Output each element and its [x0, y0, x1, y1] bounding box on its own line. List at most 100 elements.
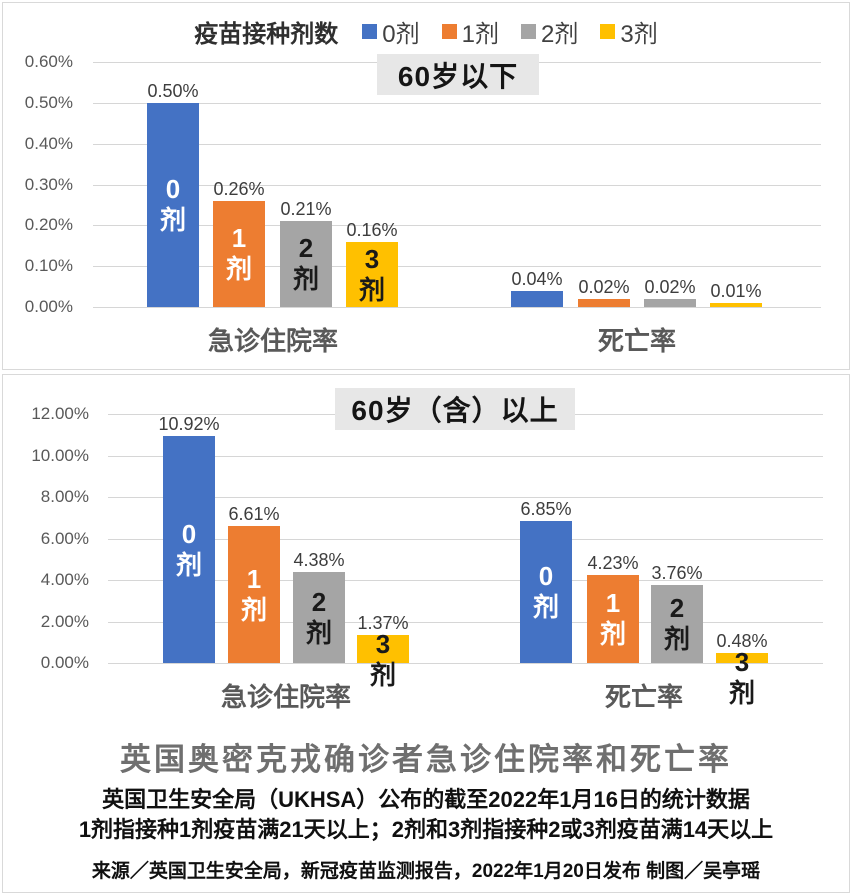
main-title: 英国奥密克戎确诊者急诊住院率和死亡率 [120, 742, 732, 777]
gridline [108, 497, 823, 498]
subtitle-line-1: 英国卫生安全局（UKHSA）公布的截至2022年1月16日的统计数据 [102, 787, 750, 812]
gridline [93, 307, 821, 308]
bar-dose1-death [587, 575, 639, 663]
bar-value-label: 10.92% [158, 414, 220, 434]
y-axis-tick: 0.20% [24, 215, 73, 234]
legend-title: 疫苗接种剂数 [194, 21, 339, 48]
bar-dose-label: 2 剂 [663, 593, 690, 654]
y-axis-tick: 0.30% [24, 175, 73, 194]
y-axis-tick: 2.00% [40, 612, 89, 631]
gridline [108, 622, 823, 623]
y-axis-tick: 6.00% [40, 529, 89, 548]
bar-dose0-death [511, 291, 563, 307]
bar-value-label: 6.61% [228, 504, 280, 524]
category-label: 死亡率 [597, 326, 676, 356]
y-axis-tick: 0.10% [24, 256, 73, 275]
caption-block: 英国奥密克戎确诊者急诊住院率和死亡率 英国卫生安全局（UKHSA）公布的截至20… [3, 739, 849, 885]
legend-item-0剂: 0剂 [362, 14, 420, 49]
bar-dose2-hospitalization [293, 572, 345, 663]
bar-value-label: 0.16% [346, 220, 398, 240]
bar-dose-label: 2 剂 [292, 233, 319, 294]
legend-swatch-icon [600, 24, 616, 39]
bar-value-label: 0.26% [213, 179, 265, 199]
y-axis-tick: 4.00% [40, 570, 89, 589]
bar-dose2-hospitalization [280, 221, 332, 307]
bar-dose-label: 3 剂 [358, 244, 385, 305]
bar-dose3-death [716, 653, 768, 663]
y-axis-tick: 12.00% [31, 404, 89, 423]
chart-panel-under-60: 0.60% 0.50% 0.40% 0.30% 0.20% 0.10% 0.00% 0.50%… [2, 2, 850, 370]
gridline [108, 663, 823, 664]
bar-dose-label: 0 剂 [175, 519, 202, 580]
bar-value-label: 3.76% [651, 563, 703, 583]
bar-dose-label: 3 剂 [728, 647, 755, 708]
legend-swatch-icon [521, 24, 536, 39]
bar-dose-label: 1 剂 [225, 223, 252, 284]
bar-dose2-death [651, 585, 703, 663]
bar-dose3-death [710, 303, 762, 307]
bar-dose0-hospitalization [163, 436, 215, 663]
legend-swatch-icon [362, 24, 378, 39]
legend-item-2剂: 2剂 [521, 14, 578, 49]
legend-item-1剂: 1剂 [441, 14, 499, 49]
category-label: 死亡率 [604, 682, 683, 712]
legend-items: 0剂 1剂 2剂 3剂 [362, 14, 658, 49]
legend-swatch-icon [441, 24, 457, 39]
bar-dose0-death [520, 521, 572, 663]
bar-dose-label: 1 剂 [240, 564, 267, 625]
gridline [93, 266, 821, 267]
y-axis-tick: 10.00% [31, 446, 89, 465]
category-label: 急诊住院率 [207, 326, 338, 356]
y-axis-tick: 0.00% [24, 297, 73, 316]
legend-item-label: 0剂 [382, 21, 420, 48]
category-label: 急诊住院率 [220, 682, 351, 712]
source-line: 来源／英国卫生安全局，新冠疫苗监测报告，2022年1月20日发布 制图／吴亭瑶 [91, 861, 761, 882]
bar-dose1-hospitalization [213, 201, 265, 307]
plot-area-over-60: 12.00% 10.00% 8.00% 6.00% 4.00% 2.00% 0.00% 10.… [3, 375, 849, 892]
bar-dose0-hospitalization [147, 103, 199, 307]
gridline [108, 539, 823, 540]
bar-value-label: 0.04% [511, 269, 563, 289]
bar-value-label: 4.38% [293, 550, 345, 570]
gridline [108, 580, 823, 581]
gridline [93, 225, 821, 226]
gridline [93, 185, 821, 186]
bar-dose1-hospitalization [228, 526, 280, 663]
legend-item-3剂: 3剂 [600, 14, 658, 49]
bar-value-label: 0.02% [578, 277, 630, 297]
bar-dose3-hospitalization [357, 635, 409, 663]
gridline [93, 103, 821, 104]
bar-dose-label: 0 剂 [532, 561, 559, 622]
plot-area-under-60: 0.60% 0.50% 0.40% 0.30% 0.20% 0.10% 0.00% 0.50%… [3, 3, 849, 369]
bar-dose-label: 3 剂 [369, 629, 396, 690]
bar-dose3-hospitalization [346, 242, 398, 307]
y-axis-tick: 0.40% [24, 134, 73, 153]
bar-value-label: 1.37% [357, 613, 409, 633]
y-axis-tick: 0.60% [24, 52, 73, 71]
bar-dose-label: 1 剂 [599, 588, 626, 649]
chart-title-badge-over-60: 60岁（含）以上 [335, 388, 575, 430]
bar-value-label: 4.23% [587, 553, 639, 573]
gridline [108, 456, 823, 457]
bar-dose1-death [578, 299, 630, 307]
bar-value-label: 6.85% [520, 499, 572, 519]
chart-title-badge-under-60: 60岁以下 [377, 54, 539, 95]
bar-dose-label: 0 剂 [159, 174, 186, 235]
y-axis-tick: 0.00% [40, 653, 89, 672]
bar-value-label: 0.02% [644, 277, 696, 297]
chart-panel-over-60: 12.00% 10.00% 8.00% 6.00% 4.00% 2.00% 0.00% 10.… [2, 374, 850, 893]
y-axis-tick: 8.00% [40, 487, 89, 506]
bar-value-label: 0.01% [710, 281, 762, 301]
bar-value-label: 0.48% [716, 631, 768, 651]
subtitle-line-2: 1剂指接种1剂疫苗满21天以上；2剂和3剂指接种2或3剂疫苗满14天以上 [78, 817, 774, 842]
bar-value-label: 0.21% [280, 199, 332, 219]
gridline [93, 144, 821, 145]
bar-value-label: 0.50% [147, 81, 199, 101]
legend-item-label: 3剂 [620, 21, 658, 48]
y-axis-tick: 0.50% [24, 93, 73, 112]
bar-dose2-death [644, 299, 696, 307]
bar-dose-label: 2 剂 [305, 587, 332, 648]
chart-legend: 疫苗接种剂数 0剂 1剂 2剂 3剂 [3, 14, 849, 49]
legend-item-label: 1剂 [461, 21, 499, 48]
